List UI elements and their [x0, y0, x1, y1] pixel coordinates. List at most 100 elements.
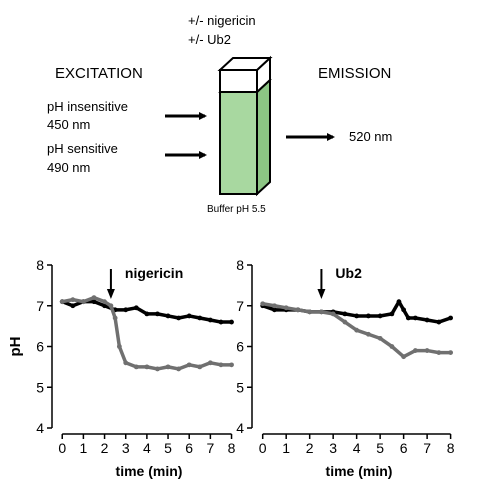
data-point: [80, 299, 86, 305]
data-point: [424, 348, 430, 353]
data-point: [389, 311, 395, 317]
data-point: [112, 315, 118, 321]
y-axis-title: pH: [7, 337, 24, 357]
data-point: [365, 313, 371, 319]
y-tick-label: 7: [236, 298, 244, 314]
y-tick-label: 4: [236, 420, 244, 436]
input-label-ph-sensitive: pH sensitive: [47, 141, 118, 156]
data-point: [436, 350, 442, 356]
y-tick-label: 8: [236, 257, 244, 273]
data-point: [70, 303, 76, 309]
x-tick-label: 0: [259, 440, 267, 456]
data-point: [377, 335, 383, 341]
x-tick-label: 7: [206, 440, 214, 456]
data-point: [165, 364, 171, 370]
x-tick-label: 2: [306, 440, 314, 456]
data-point: [229, 319, 234, 325]
data-point: [176, 315, 182, 321]
cuvette: [217, 55, 273, 197]
x-tick-label: 5: [376, 440, 384, 456]
series-line-1: [61, 295, 232, 371]
data-point: [197, 315, 203, 321]
data-point: [102, 303, 107, 309]
data-point: [342, 311, 348, 317]
x-tick-label: 8: [228, 440, 236, 456]
annotation-label: nigericin: [125, 265, 183, 281]
emission-heading: EMISSION: [318, 65, 391, 82]
data-point: [448, 315, 454, 321]
x-axis-title: time (min): [116, 463, 183, 479]
data-point: [176, 366, 182, 372]
y-tick-label: 5: [36, 379, 44, 395]
input-wavelength-490: 490 nm: [47, 160, 90, 175]
data-point: [155, 366, 160, 372]
data-point: [396, 299, 402, 305]
x-tick-label: 6: [400, 440, 408, 456]
y-tick-label: 7: [36, 298, 44, 314]
data-point: [272, 307, 277, 313]
annotation-arrowhead: [106, 289, 115, 299]
data-point: [401, 354, 407, 360]
data-point: [133, 305, 139, 311]
x-tick-label: 3: [122, 440, 130, 456]
data-point: [186, 313, 192, 319]
data-point: [412, 315, 418, 321]
data-point: [218, 319, 224, 325]
data-point: [207, 317, 213, 323]
data-point: [319, 309, 324, 315]
x-tick-label: 7: [423, 440, 431, 456]
data-point: [401, 307, 407, 313]
data-point: [59, 299, 65, 305]
data-point: [133, 364, 139, 370]
annotation-label: Ub2: [335, 265, 362, 281]
cuvette-liquid-side: [256, 77, 271, 197]
x-tick-label: 0: [58, 440, 66, 456]
output-wavelength: 520 nm: [349, 129, 392, 144]
data-point: [91, 295, 97, 300]
data-point: [144, 311, 150, 317]
x-tick-label: 1: [79, 440, 87, 456]
buffer-label: Buffer pH 5.5: [207, 204, 266, 215]
x-tick-label: 4: [353, 440, 361, 456]
data-point: [91, 299, 97, 305]
data-point: [330, 311, 336, 317]
data-point: [354, 327, 360, 333]
data-point: [448, 350, 454, 356]
cuvette-liquid-front: [219, 91, 258, 195]
data-point: [123, 360, 129, 366]
data-point: [295, 307, 301, 313]
data-point: [165, 313, 171, 319]
y-tick-label: 5: [236, 379, 244, 395]
data-point: [116, 344, 122, 349]
data-point: [283, 305, 289, 311]
y-tick-label: 4: [36, 420, 44, 436]
treatment-ub2: +/- Ub2: [188, 32, 231, 47]
cuvette-glass-top: [217, 57, 273, 71]
data-point: [207, 360, 213, 366]
data-point: [354, 313, 360, 319]
data-point: [197, 364, 203, 370]
data-point: [186, 362, 192, 368]
data-point: [342, 319, 348, 325]
assay-diagram: +/- nigericin +/- Ub2 EXCITATION EMISSIO…: [47, 13, 392, 215]
x-axis-title: time (min): [326, 463, 393, 479]
series-line-0: [262, 299, 452, 324]
data-point: [389, 344, 395, 349]
input-label-ph-insensitive: pH insensitive: [47, 99, 128, 114]
data-point: [260, 301, 266, 307]
data-point: [144, 364, 150, 370]
data-point: [365, 331, 371, 337]
x-tick-label: 3: [329, 440, 337, 456]
treatment-nigericin: +/- nigericin: [188, 13, 256, 28]
y-tick-label: 8: [36, 257, 44, 273]
data-point: [377, 313, 383, 319]
annotation-arrowhead: [317, 289, 326, 299]
x-tick-label: 6: [185, 440, 193, 456]
data-point: [405, 315, 411, 321]
data-point: [307, 309, 313, 315]
data-point: [155, 311, 160, 317]
data-point: [70, 297, 76, 303]
